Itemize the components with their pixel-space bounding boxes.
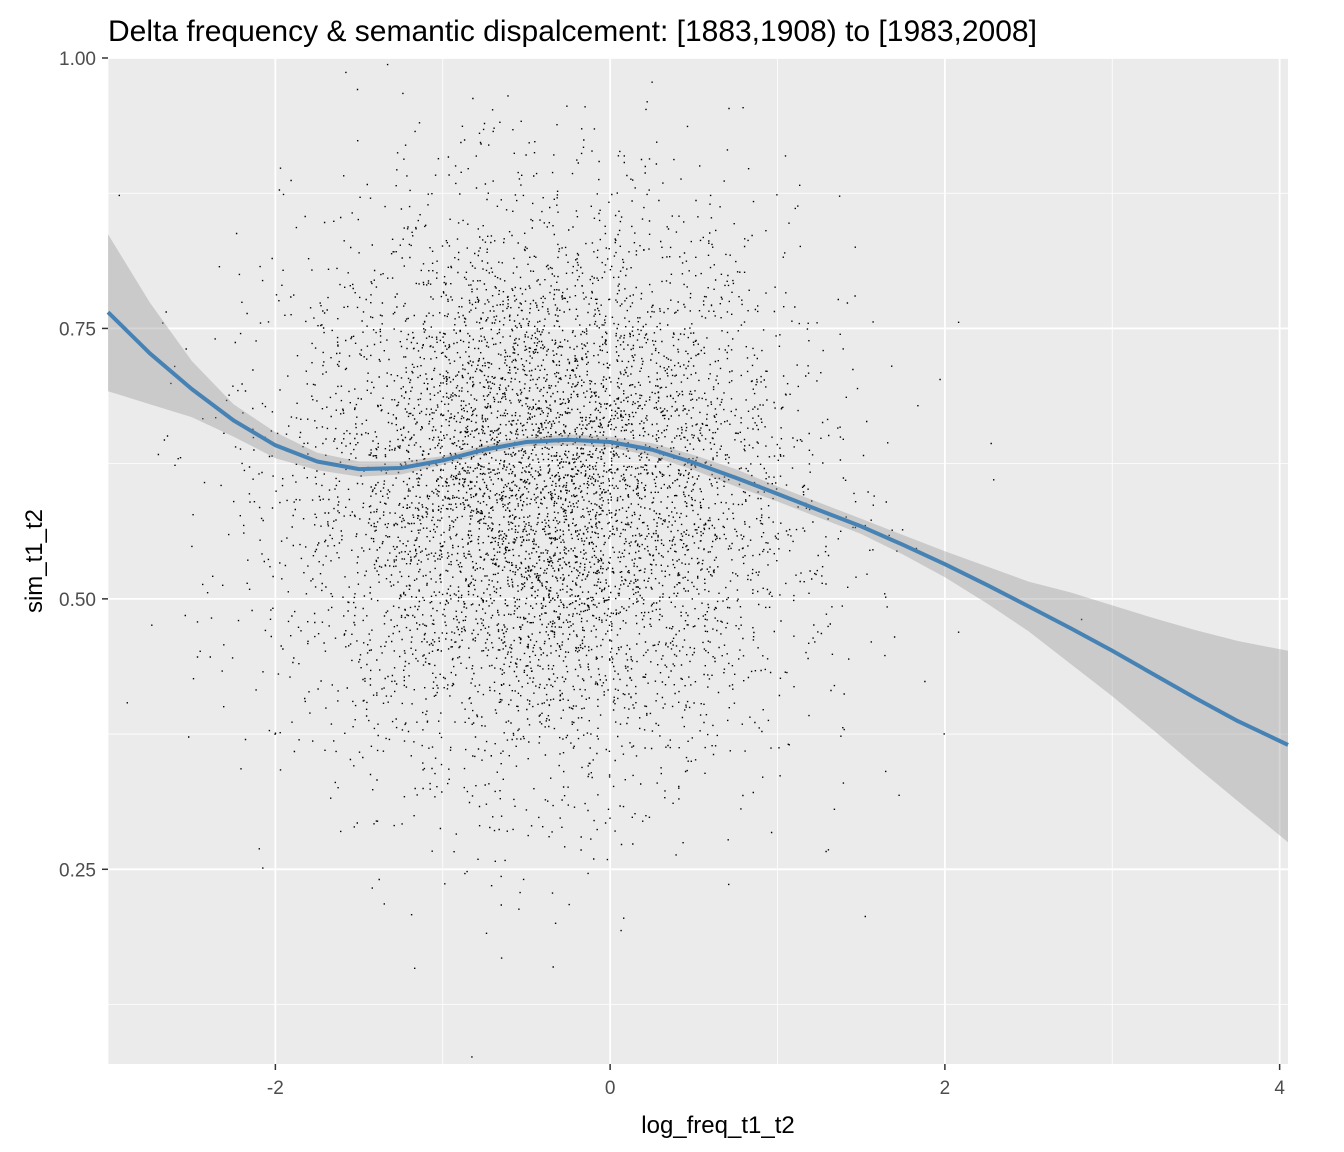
x-tick-label: 0 — [605, 1078, 616, 1099]
smooth-line — [106, 310, 1289, 747]
y-axis-title: sim_t1_t2 — [21, 509, 48, 613]
x-axis-title: log_freq_t1_t2 — [641, 1112, 794, 1139]
x-tick-label: 4 — [1274, 1078, 1285, 1099]
y-tick-label: 0.25 — [59, 860, 96, 881]
y-tick-label: 1.00 — [59, 49, 96, 70]
x-tick-label: 2 — [940, 1078, 951, 1099]
major-gridlines — [108, 57, 1288, 1064]
plot-panel — [108, 58, 1288, 1064]
x-axis: -2 0 2 4 — [267, 1064, 1285, 1099]
y-tick-label: 0.75 — [59, 319, 96, 340]
x-tick-label: -2 — [267, 1078, 284, 1099]
y-tick-label: 0.50 — [59, 590, 96, 611]
y-axis: 0.25 0.50 0.75 1.00 — [59, 49, 108, 881]
chart-title: Delta frequency & semantic dispalcement:… — [108, 15, 1037, 48]
smooth-fit — [106, 234, 1289, 843]
